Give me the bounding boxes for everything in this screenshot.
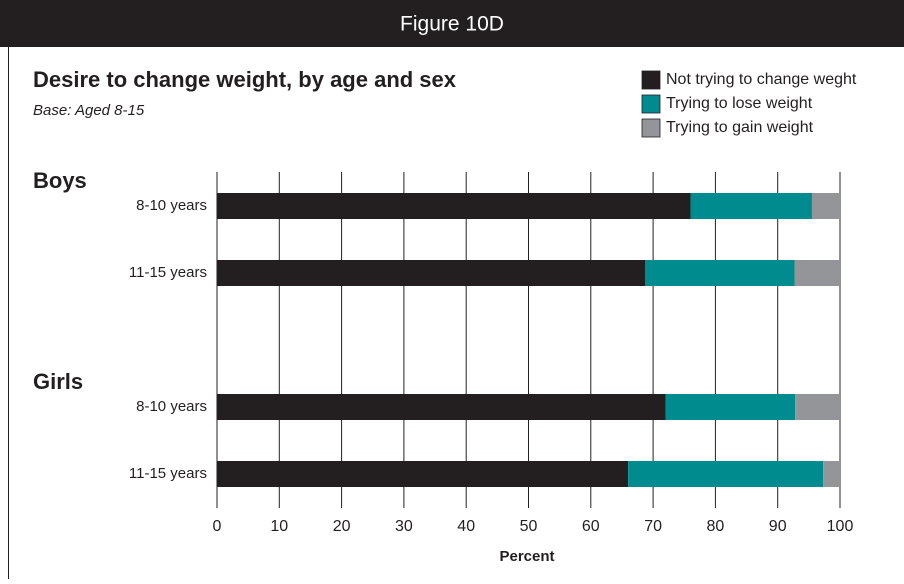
header-title: Figure 10D [400,13,504,36]
legend-swatch [641,70,661,90]
bar-segment [645,260,795,286]
x-tick-label: 100 [827,518,854,535]
bar-segment [217,193,691,219]
x-axis-title: Percent [499,548,554,565]
bar-segment [794,260,840,286]
chart-title: Desire to change weight, by age and sex [33,67,457,92]
legend-label: Trying to gain weight [666,119,814,136]
bar-segment [217,394,666,420]
bar-segment [811,193,840,219]
bar-segment [823,461,840,487]
y-tick-label: 11-15 years [129,465,207,482]
bar-segment [690,193,812,219]
chart-subtitle: Base: Aged 8-15 [33,102,145,119]
x-tick-label: 20 [333,518,351,535]
bar-segment [217,260,646,286]
legend-swatch [641,94,661,114]
x-tick-label: 30 [395,518,413,535]
legend-label: Not trying to change weght [666,71,857,88]
bar-segment [628,461,824,487]
y-tick-label: 8-10 years [136,197,207,214]
header-bar [0,0,904,47]
bar-segment [665,394,796,420]
x-tick-label: 10 [270,518,288,535]
x-tick-label: 70 [644,518,662,535]
y-tick-label: 11-15 years [129,264,207,281]
x-tick-label: 50 [520,518,538,535]
legend-label: Trying to lose weight [666,95,813,112]
x-tick-label: 0 [213,518,222,535]
group-label: Boys [33,168,87,193]
x-tick-label: 90 [769,518,787,535]
x-tick-label: 60 [582,518,600,535]
legend-swatch [641,118,661,138]
y-tick-label: 8-10 years [136,398,207,415]
x-tick-label: 80 [707,518,725,535]
group-label: Girls [33,369,83,394]
bar-segment [217,461,629,487]
x-tick-label: 40 [457,518,475,535]
bar-segment [795,394,840,420]
